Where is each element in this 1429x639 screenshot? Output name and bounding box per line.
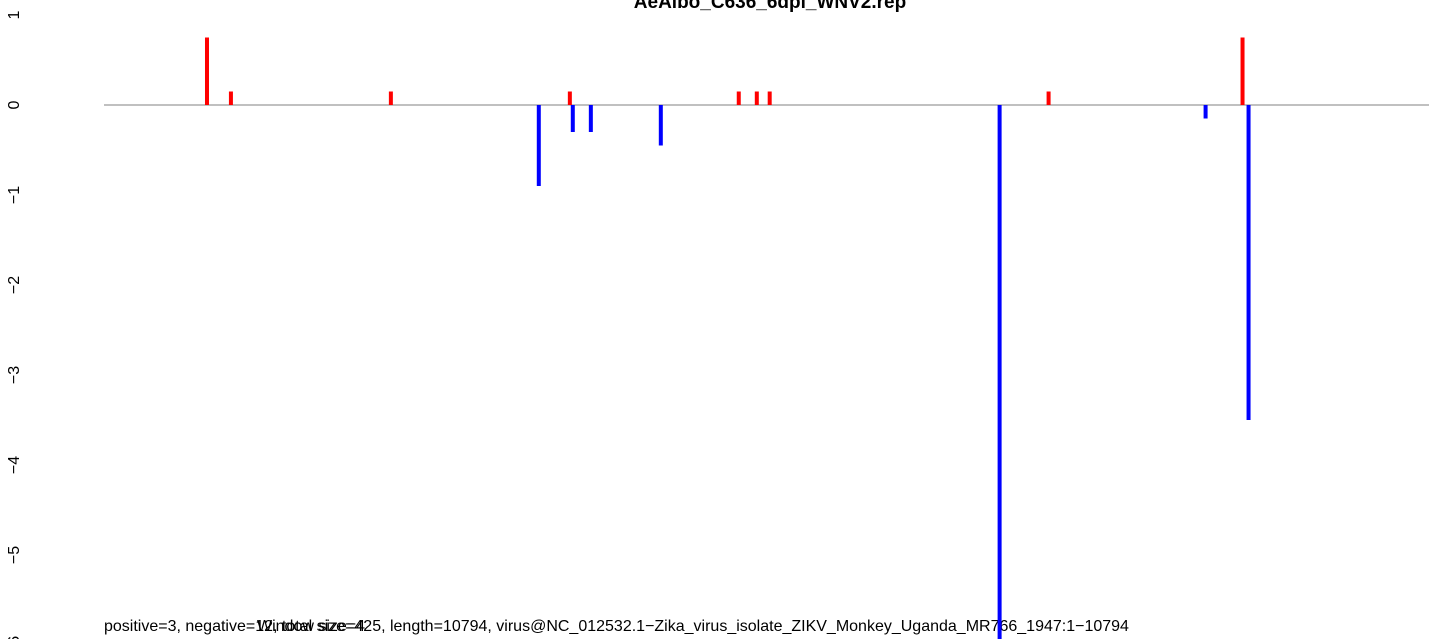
y-tick-label: −4: [6, 456, 23, 474]
spike: [1240, 37, 1245, 105]
y-tick-label: −3: [6, 366, 23, 384]
spike: [567, 91, 572, 105]
y-tick-label: −2: [6, 276, 23, 294]
spike: [1246, 105, 1251, 420]
y-tick-label: 0: [6, 100, 23, 109]
y-tick-label: −6: [6, 636, 23, 639]
spike: [388, 91, 393, 105]
chart-title: AeAlbo_C636_6dpi_WNV2.rep: [634, 0, 906, 13]
y-tick-label: 1: [6, 10, 23, 19]
spike: [228, 91, 233, 105]
spike: [570, 105, 575, 132]
spike: [588, 105, 593, 132]
spike: [536, 105, 541, 186]
spike: [658, 105, 663, 146]
spike: [767, 91, 772, 105]
subtitle: positive=3, negative=12, total size=425,…: [104, 618, 1129, 635]
y-tick-label: −1: [6, 186, 23, 204]
annotation: Window size=4: [257, 618, 365, 635]
spike: [754, 91, 759, 105]
spike: [1046, 91, 1051, 105]
spike: [997, 105, 1002, 639]
spike: [204, 37, 209, 105]
y-tick-label: −5: [6, 546, 23, 564]
spike: [736, 91, 741, 105]
spike: [1203, 105, 1208, 119]
